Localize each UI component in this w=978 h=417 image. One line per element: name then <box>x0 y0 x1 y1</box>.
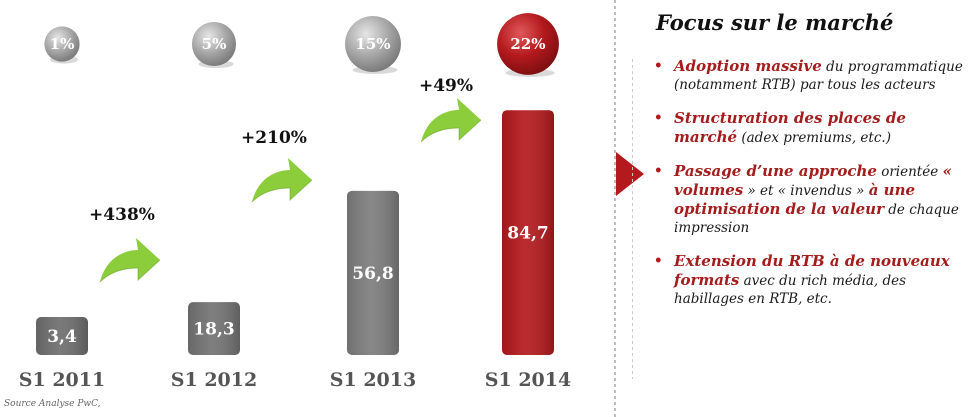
share-label: 1% <box>50 35 75 53</box>
bar-shade <box>188 302 240 355</box>
bar-value-label: 18,3 <box>193 320 234 340</box>
bullet-item: • Passage d’une approche orientée « volu… <box>652 162 972 237</box>
bar-chart: 3,4 S1 2011 1% 18,3 S1 2012 5% 56,8 S1 2013 15% 8… <box>19 13 571 391</box>
source-note: Source Analyse PwC, <box>4 399 101 409</box>
bullet-icon: • <box>654 58 663 74</box>
bullet-icon: • <box>654 163 663 179</box>
bullet-highlight: à une optimisation de la valeur <box>674 181 916 218</box>
bullet-list: • Adoption massive du programmatique (no… <box>632 57 972 379</box>
bullet-highlight: Extension du RTB à de nouveaux formats <box>674 252 950 289</box>
bullet-highlight: Structuration des places de marché <box>674 109 906 146</box>
bullet-text: orientée <box>876 164 943 180</box>
growth-label: +210% <box>241 128 307 148</box>
bullet-item: • Adoption massive du programmatique (no… <box>652 57 972 94</box>
bar-shade <box>36 317 88 355</box>
category-label: S1 2014 <box>485 369 571 391</box>
bullet-highlight: « volumes <box>674 162 952 199</box>
bar-value-label: 84,7 <box>507 224 548 244</box>
bullet-icon: • <box>654 253 663 269</box>
bullet-text: de chaque impression <box>674 202 959 236</box>
panel-title: Focus sur le marché <box>656 10 894 35</box>
bullet-item: • Structuration des places de marché (ad… <box>652 109 972 147</box>
bullet-highlight: Passage d’une approche <box>674 162 877 180</box>
share-bubble <box>497 13 559 75</box>
bar-shade <box>502 110 554 355</box>
bullet-text: » et « invendus » <box>743 183 869 199</box>
category-label: S1 2011 <box>19 369 105 391</box>
bullet-highlight: Adoption massive <box>674 57 822 75</box>
focus-panel: Focus sur le marché • Adoption massive d… <box>632 10 972 379</box>
bar-value-label: 56,8 <box>352 264 393 284</box>
share-label: 5% <box>202 35 227 53</box>
bullet-icon: • <box>654 110 663 126</box>
share-label: 22% <box>510 35 545 53</box>
growth-label: +49% <box>419 76 473 96</box>
growth-arrow-icon <box>99 238 161 283</box>
bullet-text: (adex premiums, etc.) <box>737 130 891 146</box>
bar-value-label: 3,4 <box>47 327 77 347</box>
share-bubble <box>345 16 401 72</box>
bullet-item: • Extension du RTB à de nouveaux formats… <box>652 252 972 308</box>
bullet-text: du programmatique (notamment RTB) par to… <box>674 59 963 93</box>
growth-arrow-icon <box>251 158 313 203</box>
growth-arrow-icon <box>420 98 482 143</box>
share-bubble <box>44 26 80 62</box>
pointer-arrow-icon <box>616 152 644 196</box>
divider <box>614 0 616 417</box>
growth-label: +438% <box>89 205 155 225</box>
bullet-text: avec du rich média, des habillages en RT… <box>674 273 907 307</box>
share-label: 15% <box>355 35 390 53</box>
category-label: S1 2012 <box>171 369 257 391</box>
bar-shade <box>347 190 399 355</box>
category-label: S1 2013 <box>330 369 416 391</box>
share-bubble <box>191 21 237 67</box>
